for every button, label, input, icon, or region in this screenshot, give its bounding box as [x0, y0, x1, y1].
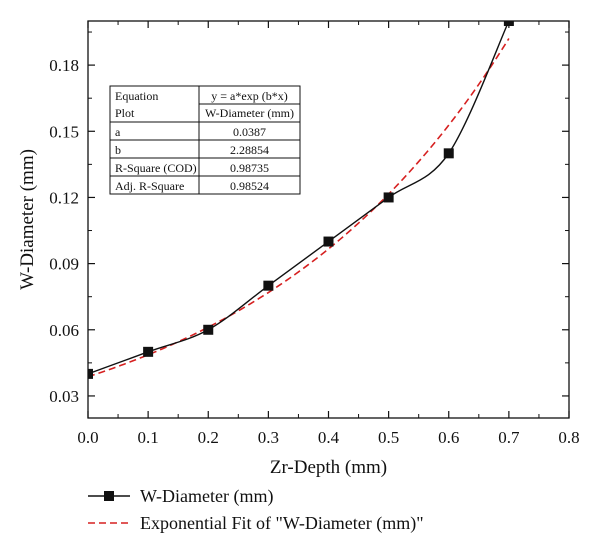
- data-point-marker: [88, 368, 93, 379]
- data-point-marker: [503, 21, 514, 26]
- data-series-line: [88, 21, 510, 375]
- y-tick-label: 0.09: [49, 255, 79, 274]
- fit-table-cell: 0.0387: [233, 125, 266, 139]
- y-tick-label: 0.03: [49, 387, 79, 406]
- x-tick-label: 0.1: [138, 428, 159, 447]
- legend-marker-data: [104, 491, 114, 501]
- x-tick-label: 0.0: [77, 428, 98, 447]
- data-point-marker: [383, 192, 394, 203]
- data-point-marker: [203, 324, 214, 335]
- fit-parameter-table: Equation y = a*exp (b*x) Plot W-Diameter (m…: [109, 85, 301, 195]
- y-tick-label: 0.12: [49, 188, 79, 207]
- fit-table-cell: a: [115, 125, 121, 139]
- x-tick-label: 0.7: [498, 428, 520, 447]
- fit-table-cell: b: [115, 143, 121, 157]
- fit-table-cell: W-Diameter (mm): [205, 106, 294, 120]
- data-point-marker: [443, 148, 454, 159]
- y-axis-title: W-Diameter (mm): [17, 149, 38, 290]
- legend-label-data: W-Diameter (mm): [140, 486, 273, 507]
- x-tick-label: 0.5: [378, 428, 399, 447]
- fit-table-cell: R-Square (COD): [115, 161, 197, 175]
- fit-table-cell: 2.28854: [230, 143, 269, 157]
- x-tick-label: 0.4: [318, 428, 340, 447]
- x-axis-title: Zr-Depth (mm): [270, 457, 387, 478]
- x-tick-label: 0.8: [558, 428, 579, 447]
- x-tick-label: 0.6: [438, 428, 459, 447]
- y-tick-label: 0.06: [49, 321, 79, 340]
- fit-table-cell: 0.98524: [230, 179, 269, 193]
- x-axis-ticks: 0.0 0.1 0.2 0.3 0.4 0.5 0.6 0.7 0.8: [77, 21, 580, 447]
- plot-frame: [87, 20, 570, 419]
- fit-table-cell: Equation: [115, 89, 158, 103]
- fit-curve-layer: [88, 38, 510, 378]
- legend-label-fit: Exponential Fit of "W-Diameter (mm)": [140, 513, 424, 534]
- legend: W-Diameter (mm) Exponential Fit of "W-Dia…: [88, 486, 424, 534]
- data-point-marker: [323, 236, 334, 247]
- fit-curve: [88, 38, 510, 378]
- fit-table-cell: Adj. R-Square: [115, 179, 184, 193]
- fit-table-cell: Plot: [115, 106, 135, 120]
- data-point-marker: [263, 280, 274, 291]
- y-tick-label: 0.18: [49, 56, 79, 75]
- data-point-marker: [143, 346, 154, 357]
- y-tick-label: 0.15: [49, 122, 79, 141]
- data-series-layer: [88, 21, 514, 379]
- y-axis-ticks: 0.03 0.06 0.09 0.12 0.15 0.18: [49, 31, 569, 406]
- fit-table-cell: y = a*exp (b*x): [211, 89, 287, 103]
- fit-table-cell: 0.98735: [230, 161, 269, 175]
- x-tick-label: 0.2: [198, 428, 219, 447]
- x-tick-label: 0.3: [258, 428, 279, 447]
